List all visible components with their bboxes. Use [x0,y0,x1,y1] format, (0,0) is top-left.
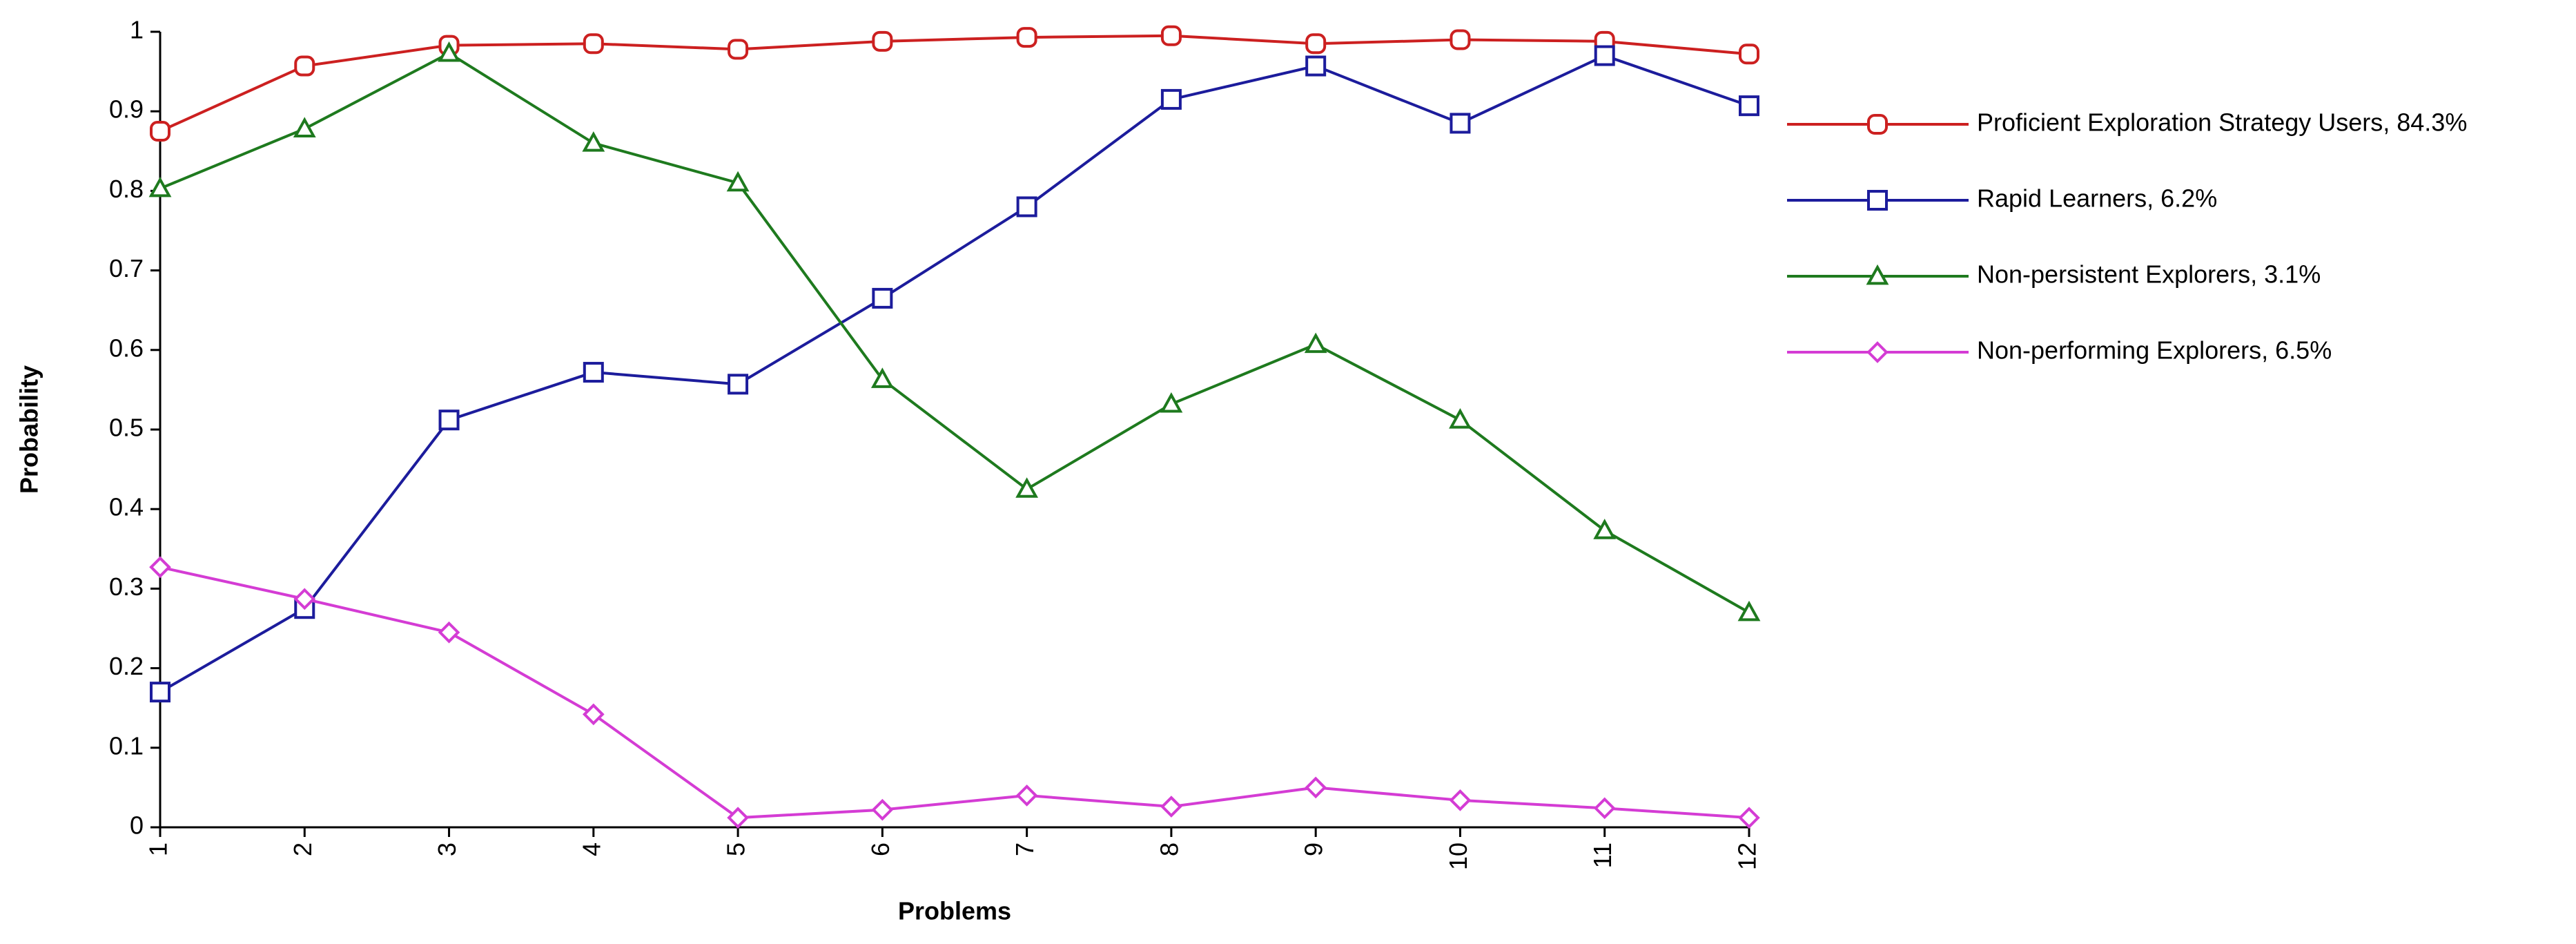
y-tick-label: 0.7 [109,254,144,282]
marker [438,410,460,431]
legend-label: Proficient Exploration Strategy Users, 8… [1977,108,2467,137]
marker [1160,88,1182,110]
y-tick-label: 0 [130,811,144,840]
marker [870,367,894,388]
marker [1450,113,1471,134]
series-line [159,34,1750,133]
x-axis-label: Problems [898,897,1011,925]
marker [293,117,316,137]
x-tick-label: 1 [144,842,173,856]
marker [582,703,605,726]
x-tick-label: 9 [1300,842,1328,856]
y-tick-label: 0.1 [109,731,144,760]
marker [1016,196,1037,218]
y-tick-label: 0.3 [109,572,144,601]
y-axis-label: Probability [15,365,43,494]
marker [1738,807,1760,829]
marker [150,121,170,142]
marker [1015,477,1039,498]
y-tick-label: 0.8 [109,175,144,203]
y-tick-label: 0.6 [109,334,144,362]
series-line [159,566,1750,820]
marker [1160,392,1183,413]
y-tick-label: 0.2 [109,652,144,680]
y-tick-label: 1 [130,16,144,44]
marker [1305,33,1327,55]
marker [582,131,605,152]
marker [1449,789,1472,811]
marker [1304,332,1327,354]
marker [1449,408,1472,429]
x-tick-label: 5 [722,842,750,856]
marker [148,176,172,198]
marker [1593,519,1617,539]
marker [1305,55,1327,77]
marker [293,588,316,610]
marker [871,798,894,821]
legend-marker [1867,190,1888,211]
marker [438,41,460,62]
x-tick-label: 11 [1588,842,1617,868]
legend-label: Rapid Learners, 6.2% [1977,184,2217,213]
legend-marker [1866,264,1889,285]
legend-marker [1867,114,1888,135]
legend-label: Non-persistent Explorers, 3.1% [1977,260,2321,289]
marker [1160,796,1182,818]
marker [1739,44,1759,65]
marker [728,374,749,395]
x-tick-label: 2 [289,842,317,856]
marker [1016,27,1037,48]
marker [150,682,170,703]
y-tick-label: 0.9 [109,95,144,124]
marker [1450,29,1471,50]
marker [1015,784,1038,807]
marker [726,171,750,192]
marker [1593,797,1616,820]
marker [728,39,749,60]
marker [1594,45,1615,66]
x-tick-label: 12 [1733,842,1762,870]
legend-marker [1866,341,1889,363]
marker [872,287,893,309]
legend-label: Non-performing Explorers, 6.5% [1977,336,2332,365]
marker [727,807,749,829]
x-tick-label: 6 [866,842,895,856]
marker [583,33,604,55]
x-tick-label: 7 [1011,842,1039,856]
y-tick-label: 0.5 [109,414,144,442]
x-tick-label: 4 [577,842,605,856]
marker [1305,776,1327,799]
x-tick-label: 8 [1155,842,1183,856]
x-tick-label: 3 [433,842,461,856]
marker [149,556,171,579]
marker [1737,600,1761,622]
marker [294,55,315,77]
series-line [159,51,1750,614]
series-line [159,54,1750,693]
marker [1739,95,1759,117]
marker [583,362,604,383]
marker [438,621,460,644]
x-tick-label: 10 [1444,842,1472,870]
marker [1160,25,1182,46]
marker [872,30,893,52]
y-tick-label: 0.4 [109,493,144,521]
